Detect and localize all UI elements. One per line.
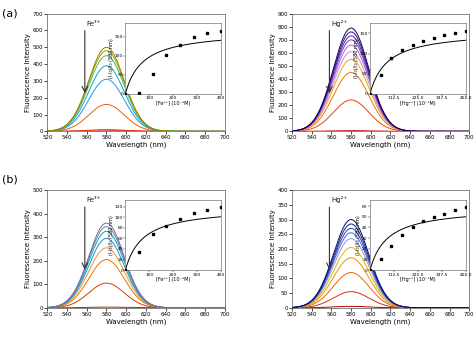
Text: Hg²⁺: Hg²⁺ (331, 196, 347, 203)
Text: Hg²⁺: Hg²⁺ (331, 19, 347, 27)
X-axis label: Wavelength (nm): Wavelength (nm) (350, 318, 411, 325)
Y-axis label: Fluorescence Intensity: Fluorescence Intensity (270, 210, 276, 288)
Text: (a): (a) (2, 9, 18, 18)
Y-axis label: Fluorescence Intensity: Fluorescence Intensity (270, 33, 276, 112)
X-axis label: Wavelength (nm): Wavelength (nm) (106, 142, 166, 148)
X-axis label: Wavelength (nm): Wavelength (nm) (106, 318, 166, 325)
Text: Fe³⁺: Fe³⁺ (87, 21, 101, 27)
Text: (b): (b) (2, 174, 18, 184)
Text: Fe³⁺: Fe³⁺ (87, 197, 101, 203)
Y-axis label: Fluorescence Intensity: Fluorescence Intensity (25, 210, 31, 288)
X-axis label: Wavelength (nm): Wavelength (nm) (350, 142, 411, 148)
Y-axis label: Fluorescence Intensity: Fluorescence Intensity (25, 33, 31, 112)
